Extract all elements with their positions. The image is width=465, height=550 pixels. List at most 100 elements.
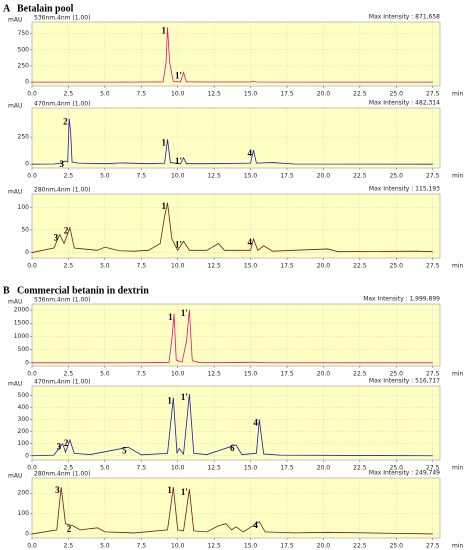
- section-title: Commercial betanin in dextrin: [17, 285, 149, 296]
- x-tick-label: 12.5: [207, 173, 221, 180]
- x-tick-label: 7.5: [137, 371, 147, 378]
- y-axis-label: mAU: [8, 17, 22, 24]
- peak-label: 4: [253, 418, 258, 428]
- x-axis-label: min: [452, 91, 464, 98]
- x-axis-label: min: [452, 371, 464, 378]
- x-tick-label: 20.0: [317, 465, 331, 472]
- x-tick-label: 2.5: [64, 173, 74, 180]
- y-tick-label: 200: [18, 490, 30, 497]
- y-tick-label: 750: [18, 30, 30, 37]
- x-tick-label: 2.5: [64, 543, 74, 550]
- x-tick-label: 25.0: [390, 465, 404, 472]
- x-tick-label: 12.5: [207, 465, 221, 472]
- x-tick-label: 15.0: [244, 263, 258, 270]
- x-tick-label: 0.0: [27, 263, 37, 270]
- y-tick-label: 0: [25, 452, 29, 459]
- x-tick-label: 12.5: [207, 263, 221, 270]
- peak-label: 3: [57, 442, 62, 452]
- x-tick-label: 17.5: [280, 371, 294, 378]
- peak-label: 1': [181, 487, 188, 497]
- peak-label: 2: [67, 524, 72, 534]
- max-intensity: Max Intensity : 871,658: [369, 14, 440, 21]
- peak-label: 1': [181, 308, 188, 318]
- x-tick-label: 17.5: [280, 465, 294, 472]
- peak-label: 2: [64, 438, 69, 448]
- y-axis-label: mAU: [8, 189, 22, 196]
- x-tick-label: 25.0: [390, 91, 404, 98]
- peak-label: 4: [253, 520, 258, 530]
- y-tick-label: 500: [18, 46, 30, 53]
- peak-label: 1: [167, 485, 172, 495]
- x-tick-label: 0.0: [27, 173, 37, 180]
- x-tick-label: 0.0: [27, 371, 37, 378]
- channel-label: 470nm,4nm (1.00): [34, 101, 90, 108]
- y-tick-label: 500: [18, 392, 30, 399]
- x-tick-label: 22.5: [353, 173, 367, 180]
- x-tick-label: 10.0: [171, 371, 185, 378]
- peak-label: 1: [162, 201, 167, 211]
- x-tick-label: 20.0: [317, 173, 331, 180]
- x-tick-label: 15.0: [244, 91, 258, 98]
- y-tick-label: 250: [18, 62, 30, 69]
- peak-label: 1: [162, 25, 167, 35]
- y-tick-label: 300: [18, 416, 30, 423]
- channel-label: 536nm,4nm (1.00): [34, 297, 90, 304]
- x-tick-label: 10.0: [171, 173, 185, 180]
- section-letter: B: [3, 285, 10, 296]
- x-tick-label: 5.0: [100, 371, 110, 378]
- x-axis-label: min: [452, 465, 464, 472]
- peak-label: 2: [63, 117, 68, 127]
- trace: [32, 309, 433, 364]
- y-axis-label: mAU: [8, 381, 22, 388]
- x-tick-label: 2.5: [64, 371, 74, 378]
- peak-label: 5: [122, 445, 127, 455]
- x-tick-label: 27.5: [426, 91, 440, 98]
- x-tick-label: 27.5: [426, 263, 440, 270]
- y-tick-label: 100: [18, 510, 30, 517]
- x-tick-label: 12.5: [207, 91, 221, 98]
- x-tick-label: 7.5: [137, 173, 147, 180]
- y-tick-label: 1500: [14, 320, 29, 327]
- x-tick-label: 22.5: [353, 371, 367, 378]
- peak-label: 3: [55, 485, 60, 495]
- x-tick-label: 17.5: [280, 543, 294, 550]
- peak-label: 4: [247, 148, 252, 158]
- x-tick-label: 10.0: [171, 263, 185, 270]
- x-tick-label: 17.5: [280, 173, 294, 180]
- x-tick-label: 5.0: [100, 173, 110, 180]
- y-tick-label: 2000: [14, 306, 29, 313]
- max-intensity: Max Intensity : 482,314: [369, 100, 440, 107]
- x-tick-label: 15.0: [244, 543, 258, 550]
- x-tick-label: 25.0: [390, 371, 404, 378]
- y-tick-label: 1000: [14, 333, 29, 340]
- y-tick-label: 250: [18, 134, 30, 141]
- trace: [31, 118, 433, 165]
- x-tick-label: 17.5: [280, 263, 294, 270]
- x-tick-label: 7.5: [137, 263, 147, 270]
- x-tick-label: 25.0: [390, 173, 404, 180]
- channel-label: 280nm,4nm (1.00): [34, 471, 90, 478]
- y-tick-label: 0: [25, 79, 29, 86]
- y-tick-label: 0: [25, 249, 29, 256]
- x-tick-label: 2.5: [64, 263, 74, 270]
- plot-area: [31, 477, 441, 539]
- x-tick-label: 0.0: [27, 91, 37, 98]
- section-title: Betalain pool: [17, 3, 74, 14]
- x-tick-label: 7.5: [137, 91, 147, 98]
- x-tick-label: 5.0: [100, 263, 110, 270]
- y-tick-label: 0: [25, 359, 29, 366]
- x-tick-label: 20.0: [317, 263, 331, 270]
- y-axis-label: mAU: [8, 299, 22, 306]
- y-axis-label: mAU: [8, 473, 22, 480]
- x-tick-label: 0.0: [27, 465, 37, 472]
- peak-label: 1': [175, 239, 182, 249]
- max-intensity: Max Intensity : 1,999,899: [363, 296, 440, 303]
- peak-label: 1': [181, 392, 188, 402]
- section-letter: A: [3, 3, 11, 14]
- plot-area: [31, 303, 441, 367]
- x-axis-label: min: [452, 263, 464, 270]
- channel-label: 536nm,4nm (1.00): [34, 15, 90, 22]
- y-tick-label: 50: [21, 226, 29, 233]
- peak-label: 1: [168, 312, 173, 322]
- y-tick-label: 0: [25, 161, 29, 168]
